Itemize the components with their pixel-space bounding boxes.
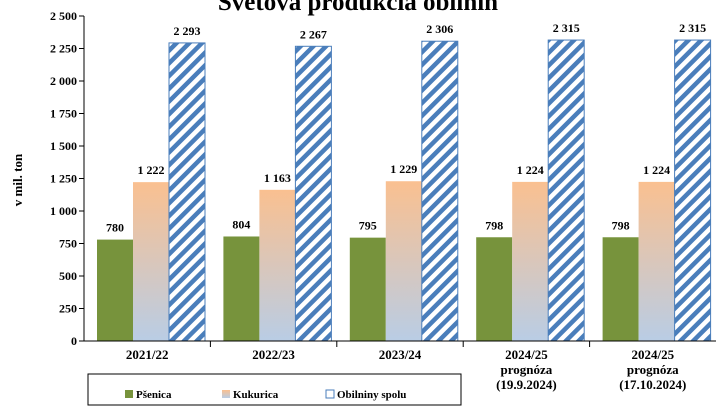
data-label: 1 229 xyxy=(390,162,417,176)
y-tick-label: 250 xyxy=(59,302,77,316)
kukurica-bar xyxy=(638,181,675,341)
y-tick-label: 2 000 xyxy=(50,74,77,88)
legend-label-obilniny-spolu: Obilniny spolu xyxy=(337,389,406,401)
y-tick-label: 1 500 xyxy=(50,139,77,153)
y-tick-label: 0 xyxy=(71,334,77,348)
data-label: 1 163 xyxy=(264,171,291,185)
data-label: 2 306 xyxy=(426,22,453,36)
x-tick-label: 2023/24 xyxy=(379,347,422,362)
y-tick-label: 2 250 xyxy=(50,42,77,56)
obilniny-spolu-bar xyxy=(421,40,459,342)
kukurica-bar xyxy=(385,181,422,341)
data-label: 1 224 xyxy=(643,163,670,177)
data-label: 798 xyxy=(485,218,503,232)
psenica-bar xyxy=(349,237,386,341)
data-label: 2 315 xyxy=(553,21,580,35)
data-label: 1 224 xyxy=(517,163,544,177)
y-tick-label: 1 000 xyxy=(50,204,77,218)
psenica-bar xyxy=(97,239,133,341)
y-axis-ticks: 0 250 500 750 1 000 1 250 1 500 1 750 2 000 2 250… xyxy=(50,9,84,348)
x-tick-label: 2024/25 prognóza (17.10.2024) xyxy=(619,347,686,392)
legend-swatch-psenica xyxy=(125,390,133,398)
x-axis-category-ticks xyxy=(209,341,591,347)
psenica-bar xyxy=(223,236,260,341)
y-tick-label: 1 750 xyxy=(50,107,77,121)
legend: Pšenica Kukurica Obilniny spolu xyxy=(87,373,462,406)
data-labels: 780 1 222 2 293 804 1 163 2 267 795 1 229 2 306 7… xyxy=(106,21,706,235)
data-label: 2 293 xyxy=(174,24,201,38)
legend-label-psenica: Pšenica xyxy=(136,389,172,401)
data-label: 795 xyxy=(359,219,377,233)
data-label: 1 222 xyxy=(138,163,165,177)
legend-frame xyxy=(87,373,462,406)
psenica-bar xyxy=(602,237,639,341)
obilniny-spolu-bar xyxy=(168,42,206,342)
y-tick-label: 1 250 xyxy=(50,172,77,186)
psenica-bar xyxy=(476,237,513,341)
chart-title: Svetová produkcia obilnín xyxy=(218,0,498,16)
obilniny-spolu-bar xyxy=(294,45,332,342)
legend-label-kukurica: Kukurica xyxy=(233,389,279,401)
data-label: 2 315 xyxy=(679,21,706,35)
data-label: 798 xyxy=(612,218,630,232)
y-tick-label: 750 xyxy=(59,237,77,251)
y-axis-label: v mil. ton xyxy=(10,153,25,206)
obilniny-spolu-bar xyxy=(674,39,712,342)
obilniny-spolu-bar xyxy=(547,39,585,342)
y-tick-label: 500 xyxy=(59,269,77,283)
legend-swatch-obilniny-spolu xyxy=(325,389,335,399)
bars xyxy=(97,39,712,342)
data-label: 2 267 xyxy=(300,27,327,41)
x-tick-label: 2021/22 xyxy=(126,347,169,362)
x-axis-labels: 2021/22 2022/23 2023/24 2024/25 prognóza (19.… xyxy=(126,347,686,392)
x-tick-label: 2024/25 prognóza (19.9.2024) xyxy=(496,347,557,392)
kukurica-bar xyxy=(133,182,169,341)
legend-swatch-kukurica xyxy=(222,390,230,398)
data-label: 804 xyxy=(232,217,250,231)
x-tick-label: 2022/23 xyxy=(252,347,295,362)
data-label: 780 xyxy=(106,221,124,235)
y-tick-label: 2 500 xyxy=(50,9,77,23)
kukurica-bar xyxy=(259,189,296,341)
kukurica-bar xyxy=(512,181,549,341)
